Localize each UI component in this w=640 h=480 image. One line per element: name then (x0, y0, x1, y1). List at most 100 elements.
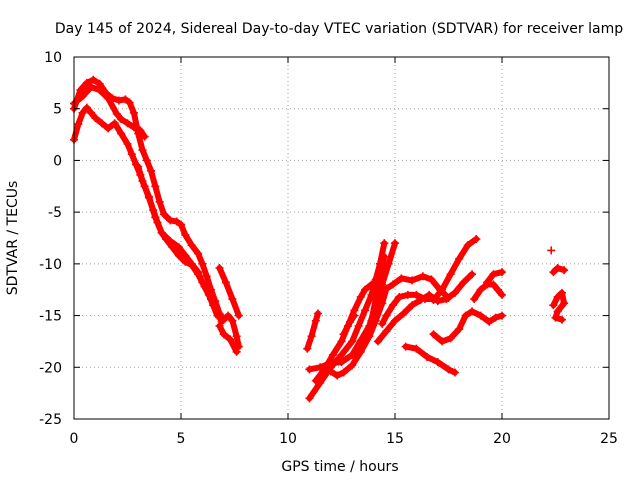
data-point (127, 150, 136, 159)
series-track-12 (378, 290, 438, 328)
data-point (78, 108, 87, 117)
data-point (166, 216, 175, 225)
data-point (328, 350, 337, 359)
data-point (339, 330, 348, 339)
series-track-23 (361, 252, 389, 346)
data-point (433, 358, 442, 367)
y-tick-label: -20 (39, 360, 62, 376)
data-point (423, 352, 432, 361)
data-point (382, 311, 391, 320)
data-point (418, 272, 427, 281)
y-tick-labels: -25 -20 -15 -10 -5 0 5 10 (39, 50, 62, 428)
data-point (307, 332, 316, 341)
data-point (78, 92, 87, 101)
data-point (320, 365, 329, 374)
data-point (117, 115, 126, 124)
data-point (232, 347, 241, 356)
data-point (401, 342, 410, 351)
x-tick-label: 20 (493, 431, 511, 447)
data-point (491, 313, 500, 322)
data-point (468, 270, 477, 279)
data-point (89, 75, 98, 84)
x-tick-label: 15 (386, 431, 404, 447)
data-point (498, 268, 506, 277)
series-line (327, 273, 452, 379)
data-point (151, 182, 160, 191)
data-point (408, 301, 417, 310)
series-track-15 (401, 342, 459, 377)
data-point (420, 295, 429, 304)
data-point (378, 299, 387, 308)
x-tick-label: 0 (70, 431, 79, 447)
series-line (216, 265, 242, 319)
data-point (209, 301, 218, 310)
data-point (181, 251, 190, 260)
y-tick-label: 5 (53, 102, 62, 118)
series-track-5 (215, 263, 243, 320)
data-point (221, 278, 230, 287)
data-point (346, 317, 355, 326)
chart-title: Day 145 of 2024, Sidereal Day-to-day VTE… (55, 21, 623, 37)
series-line (216, 322, 240, 355)
series-line (430, 236, 480, 304)
data-point (337, 337, 346, 346)
data-point (350, 311, 359, 320)
data-point (489, 270, 498, 279)
data-point (489, 280, 498, 289)
data-point (198, 259, 207, 268)
data-point (348, 350, 357, 359)
series-line (430, 308, 505, 345)
data-point (455, 254, 464, 263)
data-point (438, 285, 447, 294)
data-point (187, 259, 196, 268)
data-point (174, 243, 183, 252)
series-track-20 (547, 246, 556, 255)
data-point (138, 146, 147, 155)
series-track-6 (215, 321, 241, 356)
data-point (388, 301, 397, 310)
data-point (395, 292, 404, 301)
series-track-17 (483, 268, 506, 287)
data-point (125, 98, 134, 107)
data-point (551, 313, 560, 322)
data-point (123, 139, 132, 148)
data-point (117, 129, 126, 138)
y-tick-label: 0 (53, 153, 62, 169)
data-point (412, 344, 421, 353)
data-point (87, 108, 96, 117)
data-point (553, 292, 562, 301)
data-point (147, 166, 156, 175)
y-tick-label: -5 (48, 205, 62, 221)
data-point (470, 295, 479, 304)
series-track-19 (549, 263, 569, 277)
data-point (547, 246, 556, 255)
data-point (382, 327, 391, 336)
data-point (339, 368, 348, 377)
data-point (305, 365, 314, 374)
data-point (303, 344, 312, 353)
data-point (129, 108, 138, 117)
data-point (172, 217, 181, 226)
data-point (376, 270, 385, 279)
data-point (461, 311, 470, 320)
data-point (476, 285, 485, 294)
data-point (549, 268, 558, 277)
data-point (382, 284, 391, 293)
series-track-21 (303, 309, 322, 353)
y-tick-label: -15 (39, 309, 62, 325)
data-point (159, 210, 168, 219)
data-point (337, 350, 346, 359)
x-tick-label: 5 (177, 431, 186, 447)
data-point (373, 337, 382, 346)
data-point (234, 311, 243, 320)
data-point (226, 335, 235, 344)
data-point (104, 124, 113, 133)
data-point (213, 311, 222, 320)
data-point (114, 96, 123, 105)
data-point (438, 337, 447, 346)
data-point (444, 365, 453, 374)
series-track-3 (70, 82, 149, 141)
data-point (157, 228, 166, 237)
data-point (166, 237, 175, 246)
